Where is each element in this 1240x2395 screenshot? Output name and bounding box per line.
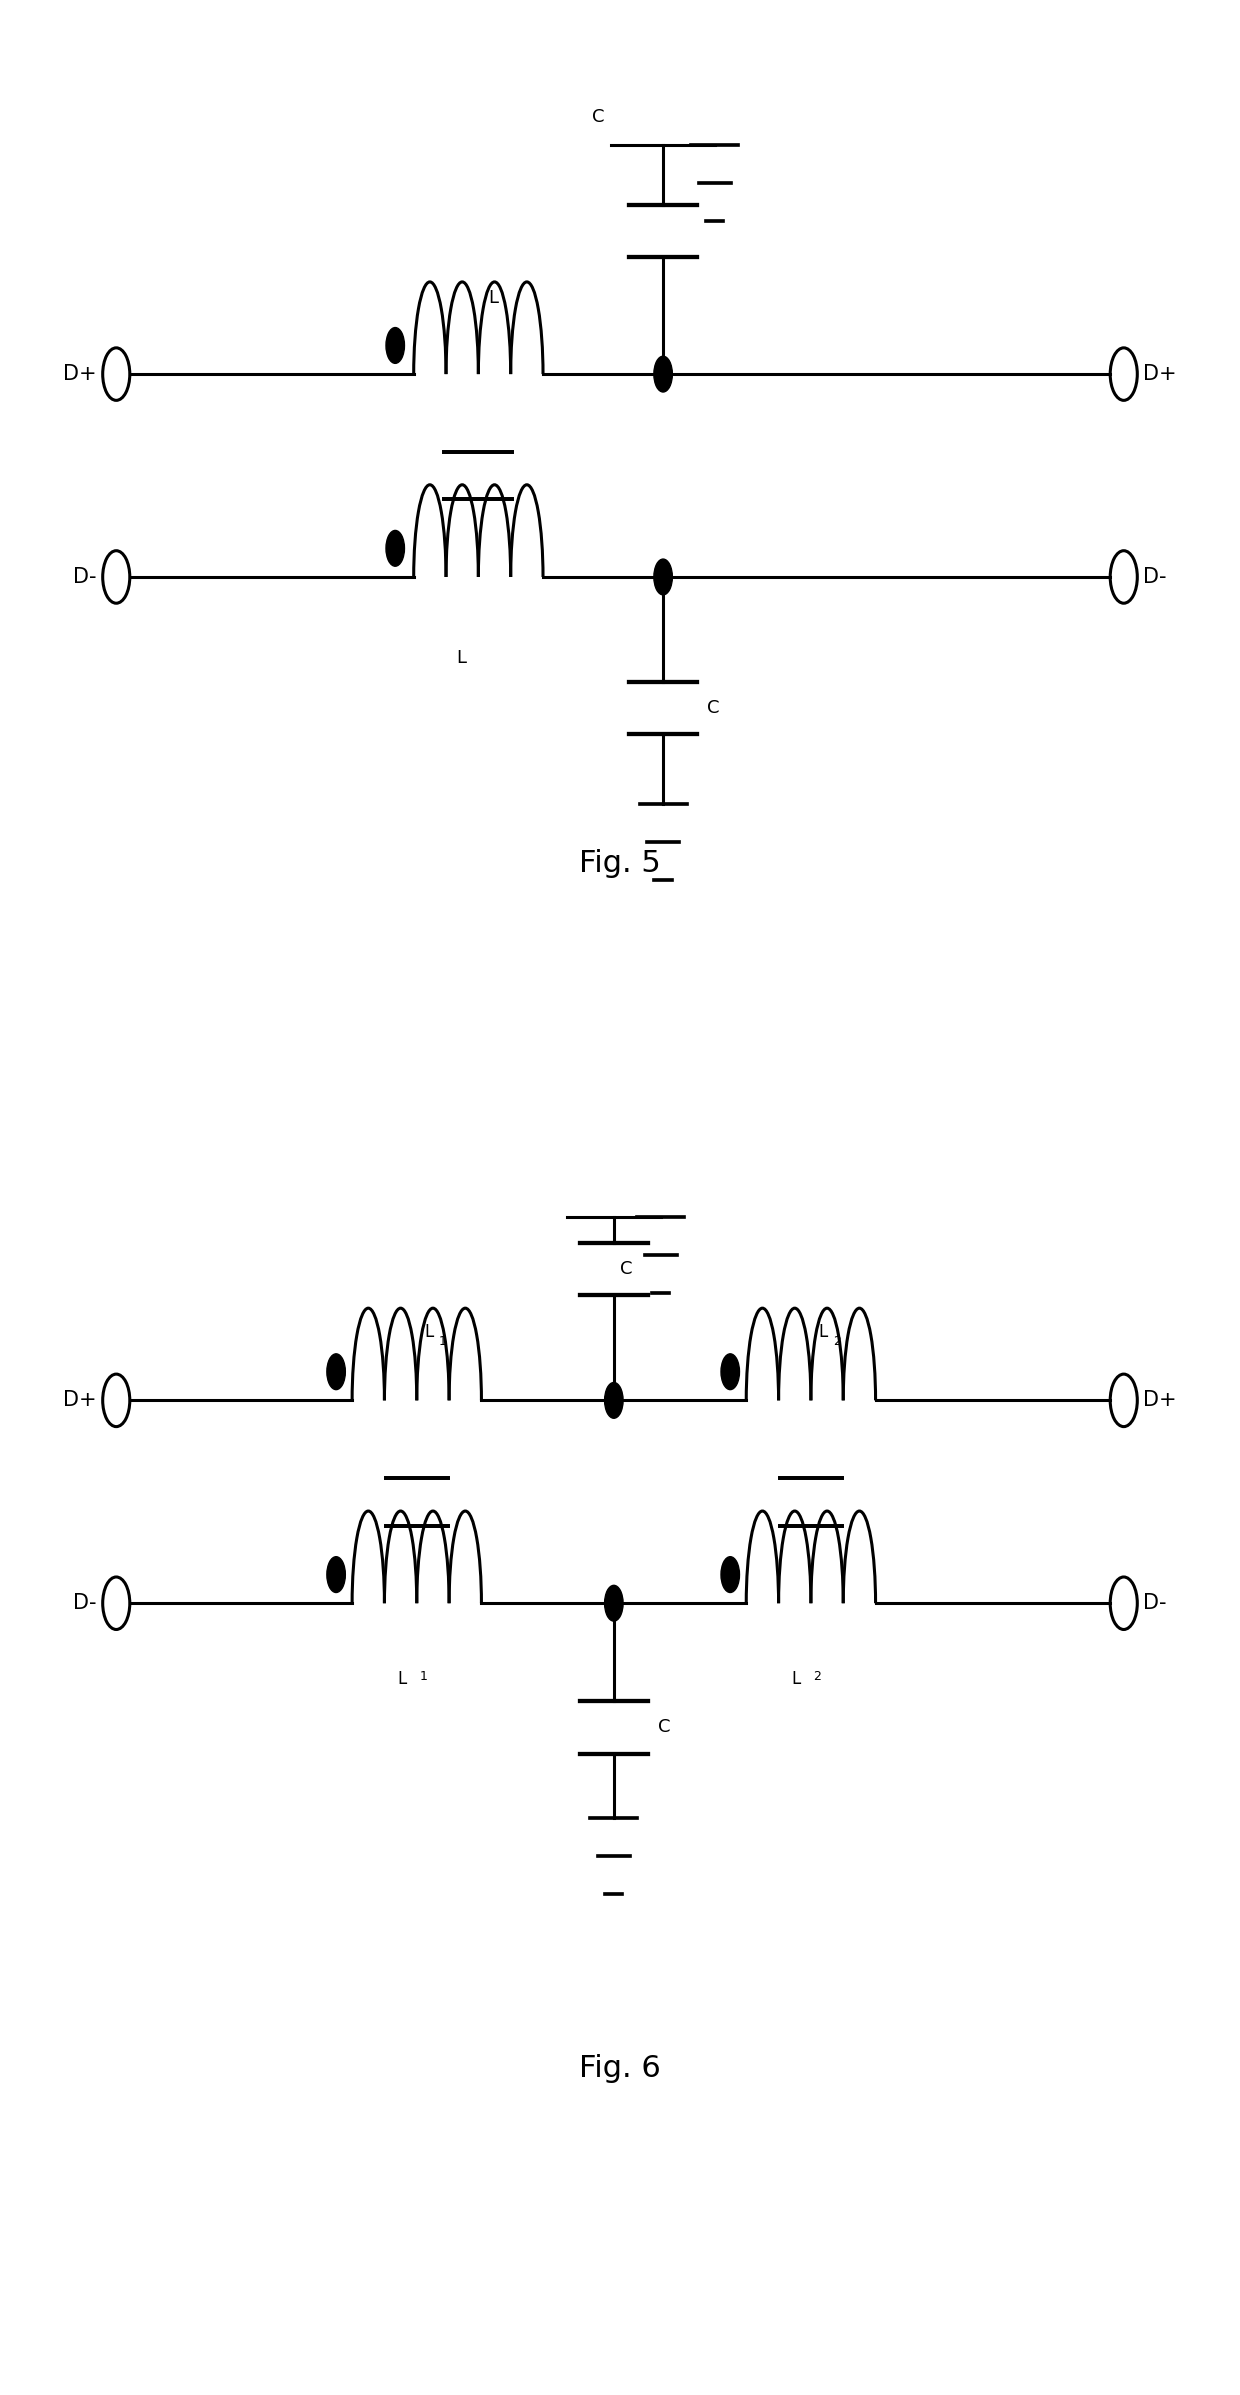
Circle shape — [653, 357, 672, 393]
Text: 2: 2 — [813, 1669, 821, 1684]
Text: D-: D- — [73, 568, 97, 587]
Circle shape — [605, 1585, 622, 1621]
Text: L: L — [456, 649, 466, 666]
Text: D+: D+ — [63, 364, 97, 383]
Text: C: C — [707, 699, 719, 716]
Text: Fig. 5: Fig. 5 — [579, 848, 661, 879]
Text: Fig. 6: Fig. 6 — [579, 2055, 661, 2084]
Circle shape — [605, 1382, 622, 1418]
Circle shape — [653, 558, 672, 594]
Circle shape — [720, 1353, 739, 1389]
Circle shape — [386, 328, 404, 364]
Text: 1: 1 — [439, 1334, 446, 1348]
Circle shape — [327, 1353, 345, 1389]
Text: L: L — [489, 290, 498, 307]
Text: D-: D- — [73, 1593, 97, 1614]
Circle shape — [327, 1557, 345, 1593]
Text: D-: D- — [1143, 568, 1167, 587]
Text: C: C — [657, 1717, 670, 1736]
Text: D+: D+ — [1143, 364, 1177, 383]
Text: 2: 2 — [833, 1334, 841, 1348]
Text: L: L — [818, 1322, 827, 1341]
Text: L: L — [792, 1669, 801, 1688]
Text: C: C — [593, 108, 605, 127]
Circle shape — [386, 529, 404, 565]
Text: L: L — [424, 1322, 434, 1341]
Text: C: C — [620, 1260, 632, 1279]
Text: 1: 1 — [419, 1669, 427, 1684]
Text: D+: D+ — [63, 1391, 97, 1411]
Text: D+: D+ — [1143, 1391, 1177, 1411]
Text: D-: D- — [1143, 1593, 1167, 1614]
Text: L: L — [398, 1669, 407, 1688]
Circle shape — [720, 1557, 739, 1593]
